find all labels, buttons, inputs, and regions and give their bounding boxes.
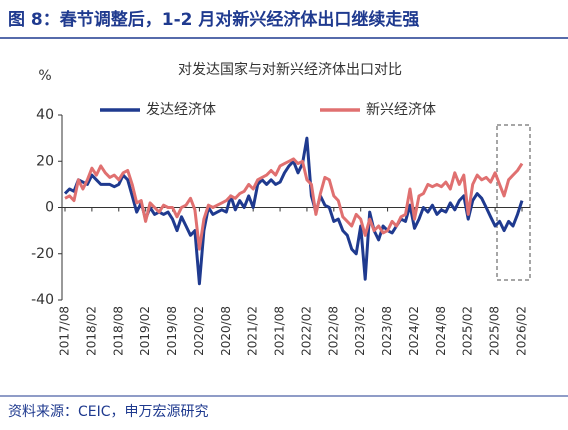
x-tick-label: 2018/02 <box>84 306 98 356</box>
y-tick-label: 40 <box>36 107 54 123</box>
x-tick-label: 2023/08 <box>380 306 394 356</box>
figure-title: 图 8：春节调整后，1-2 月对新兴经济体出口继续走强 <box>8 9 419 30</box>
x-tick-label: 2025/08 <box>488 306 502 356</box>
y-tick-label: 0 <box>45 200 54 216</box>
y-tick-label: -40 <box>31 292 54 308</box>
x-tick-label: 2019/08 <box>165 306 179 356</box>
x-tick-label: 2024/02 <box>407 306 421 356</box>
x-tick-label: 2021/02 <box>246 306 260 356</box>
x-tick-label: 2026/02 <box>515 306 529 356</box>
x-tick-label: 2018/08 <box>111 306 125 356</box>
x-tick-label: 2020/02 <box>192 306 206 356</box>
highlight-box <box>496 124 531 281</box>
x-tick-label: 2024/08 <box>434 306 448 356</box>
legend-label: 新兴经济体 <box>366 102 436 118</box>
y-tick-label: -20 <box>31 246 54 262</box>
y-tick-label: 20 <box>36 153 54 169</box>
x-tick-label: 2020/08 <box>219 306 233 356</box>
x-tick-label: 2019/02 <box>138 306 152 356</box>
y-unit: % <box>38 68 51 84</box>
x-tick-label: 2017/08 <box>58 306 72 356</box>
series-line <box>64 157 524 251</box>
x-tick-label: 2023/02 <box>353 306 367 356</box>
legend-label: 发达经济体 <box>146 102 216 118</box>
x-tick-label: 2022/02 <box>299 306 313 356</box>
source: 资料来源：CEIC，申万宏源研究 <box>8 404 209 420</box>
chart-title: 对发达国家与对新兴经济体出口对比 <box>178 61 402 78</box>
x-tick-label: 2021/08 <box>273 306 287 356</box>
x-tick-label: 2022/08 <box>326 306 340 356</box>
x-tick-label: 2025/02 <box>461 306 475 356</box>
